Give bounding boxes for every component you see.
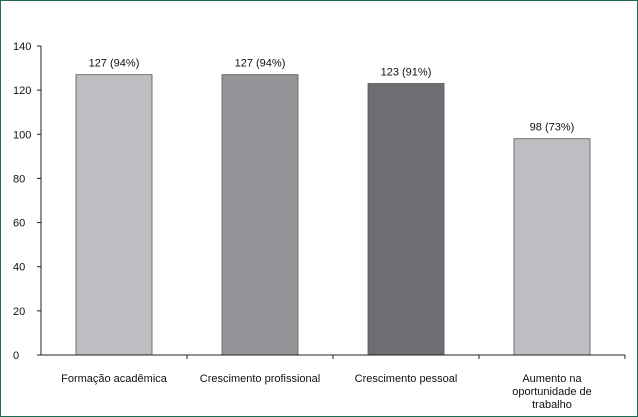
x-tick-label-2: Crescimento profissional bbox=[200, 373, 320, 385]
x-tick-label-1: Formação acadêmica bbox=[61, 373, 168, 385]
y-tick-label: 60 bbox=[13, 218, 25, 230]
data-label-1: 127 (94%) bbox=[89, 58, 140, 70]
y-axis: 0 20 40 60 80 100 120 140 bbox=[13, 41, 42, 362]
y-tick-label: 20 bbox=[13, 306, 25, 318]
bar-3 bbox=[367, 83, 445, 356]
x-tick-label-4: Aumento na bbox=[522, 373, 582, 385]
bar-4 bbox=[513, 138, 591, 356]
bar-2 bbox=[221, 74, 299, 356]
data-label-3: 123 (91%) bbox=[381, 67, 432, 79]
x-tick-label-4: oportunidade de bbox=[512, 386, 592, 398]
x-tick-label-4: trabalho bbox=[532, 399, 572, 411]
y-tick-label: 0 bbox=[13, 350, 19, 362]
y-tick-label: 40 bbox=[13, 262, 25, 274]
y-tick-label: 120 bbox=[13, 85, 31, 97]
bar-1 bbox=[75, 74, 153, 356]
x-tick-label-3: Crescimento pessoal bbox=[355, 373, 458, 385]
data-label-4: 98 (73%) bbox=[530, 122, 575, 134]
y-tick-label: 80 bbox=[13, 173, 25, 185]
x-axis: Formação acadêmica Crescimento profission… bbox=[41, 354, 626, 411]
bars: 127 (94%) 127 (94%) 123 (91%) 98 (73%) bbox=[75, 58, 591, 356]
y-tick-label: 140 bbox=[13, 41, 31, 53]
data-label-2: 127 (94%) bbox=[235, 58, 286, 70]
y-tick-label: 100 bbox=[13, 129, 31, 141]
